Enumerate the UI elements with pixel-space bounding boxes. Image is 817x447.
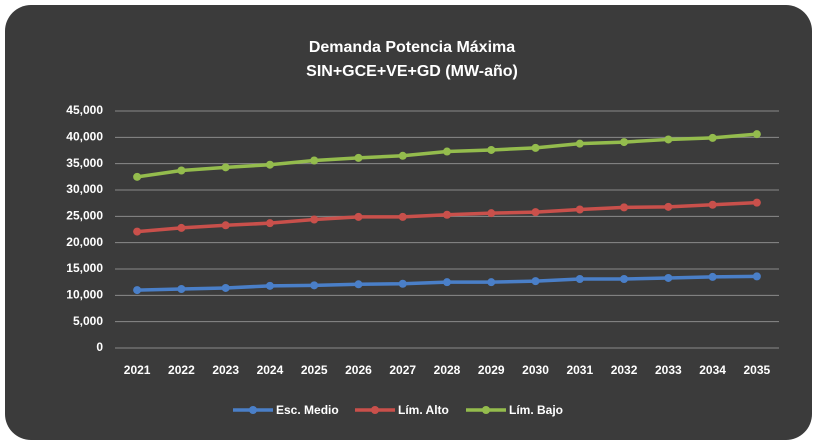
point: [310, 215, 319, 224]
x-tick-label: 2030: [522, 363, 549, 377]
y-tick-label: 40,000: [66, 130, 103, 144]
point: [752, 272, 761, 281]
point: [221, 283, 230, 292]
y-tick-label: 35,000: [66, 156, 103, 170]
x-tick-label: 2035: [744, 363, 771, 377]
legend-label: Esc. Medio: [276, 403, 339, 417]
x-tick-label: 2025: [301, 363, 328, 377]
point: [708, 200, 717, 209]
x-tick-label: 2023: [212, 363, 239, 377]
point: [708, 272, 717, 281]
point: [265, 160, 274, 169]
y-tick-label: 30,000: [66, 182, 103, 196]
x-tick-label: 2032: [611, 363, 638, 377]
legend-marker: [249, 406, 257, 414]
y-tick-label: 5,000: [73, 314, 103, 328]
point: [398, 279, 407, 288]
point: [265, 219, 274, 228]
point: [443, 147, 451, 156]
y-tick-label: 10,000: [66, 288, 103, 302]
point: [443, 210, 451, 219]
x-tick-label: 2027: [389, 363, 416, 377]
x-tick-label: 2034: [699, 363, 726, 377]
point: [398, 151, 407, 160]
point: [620, 203, 629, 212]
x-tick-label: 2026: [345, 363, 372, 377]
point: [133, 227, 142, 236]
point: [487, 145, 496, 154]
point: [221, 163, 230, 172]
point: [620, 275, 629, 284]
x-tick-label: 2031: [566, 363, 593, 377]
point: [664, 135, 673, 144]
point: [487, 209, 496, 218]
point: [575, 275, 584, 284]
x-tick-label: 2024: [257, 363, 284, 377]
point: [443, 278, 451, 287]
point: [575, 205, 584, 214]
point: [310, 281, 319, 290]
legend-marker: [371, 406, 379, 414]
point: [354, 212, 363, 221]
point: [487, 278, 496, 287]
point: [265, 281, 274, 290]
panel: [5, 5, 812, 440]
point: [177, 285, 186, 294]
y-tick-label: 20,000: [66, 235, 103, 249]
y-tick-label: 15,000: [66, 261, 103, 275]
x-tick-label: 2028: [434, 363, 461, 377]
point: [752, 198, 761, 207]
x-tick-label: 2033: [655, 363, 682, 377]
point: [664, 273, 673, 282]
y-tick-label: 0: [96, 340, 103, 354]
point: [531, 277, 540, 286]
x-tick-label: 2029: [478, 363, 505, 377]
x-tick-label: 2022: [168, 363, 195, 377]
y-tick-label: 45,000: [66, 103, 103, 117]
legend-marker: [482, 406, 490, 414]
point: [310, 156, 319, 165]
point: [354, 153, 363, 162]
chart-title: Demanda Potencia Máxima: [309, 39, 515, 56]
point: [354, 280, 363, 289]
point: [752, 130, 761, 139]
point: [531, 208, 540, 217]
point: [664, 202, 673, 211]
legend-label: Lím. Alto: [398, 403, 449, 417]
legend-label: Lím. Bajo: [509, 403, 563, 417]
y-tick-label: 25,000: [66, 209, 103, 223]
point: [133, 286, 142, 295]
x-tick-label: 2021: [124, 363, 151, 377]
point: [177, 223, 186, 232]
point: [708, 133, 717, 142]
point: [398, 212, 407, 221]
point: [575, 139, 584, 148]
point: [620, 138, 629, 147]
point: [177, 166, 186, 175]
point: [221, 221, 230, 230]
point: [133, 172, 142, 181]
point: [531, 143, 540, 152]
chart-subtitle: SIN+GCE+VE+GD (MW-año): [306, 63, 518, 80]
